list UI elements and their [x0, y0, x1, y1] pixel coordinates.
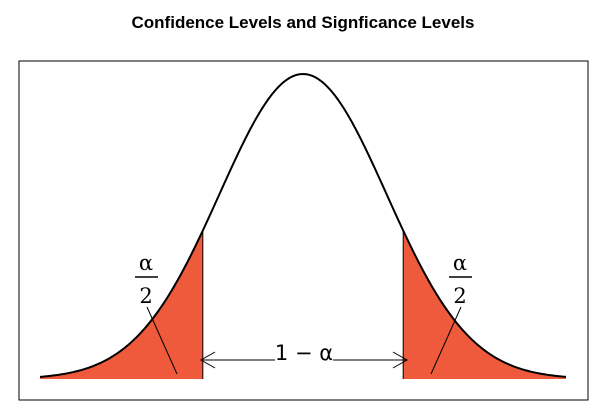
- left-alpha-fraction: α 2: [135, 251, 158, 308]
- bell-curve: [39, 72, 567, 378]
- right-alpha-numerator: α: [453, 251, 467, 275]
- plot-frame: [18, 60, 589, 401]
- left-alpha-denominator: 2: [139, 284, 152, 308]
- right-alpha-denominator: 2: [453, 284, 466, 308]
- left-tail-shade: [40, 230, 203, 379]
- left-label-pointer: [146, 306, 178, 375]
- figure-title: Confidence Levels and Signficance Levels: [132, 13, 475, 32]
- right-tail-shade: [403, 230, 566, 379]
- center-label-background: [275, 341, 333, 367]
- right-alpha-fraction: α 2: [449, 251, 472, 308]
- right-label-pointer: [430, 306, 462, 375]
- left-alpha-numerator: α: [139, 251, 153, 275]
- confidence-level-label: 1 − α: [275, 341, 333, 365]
